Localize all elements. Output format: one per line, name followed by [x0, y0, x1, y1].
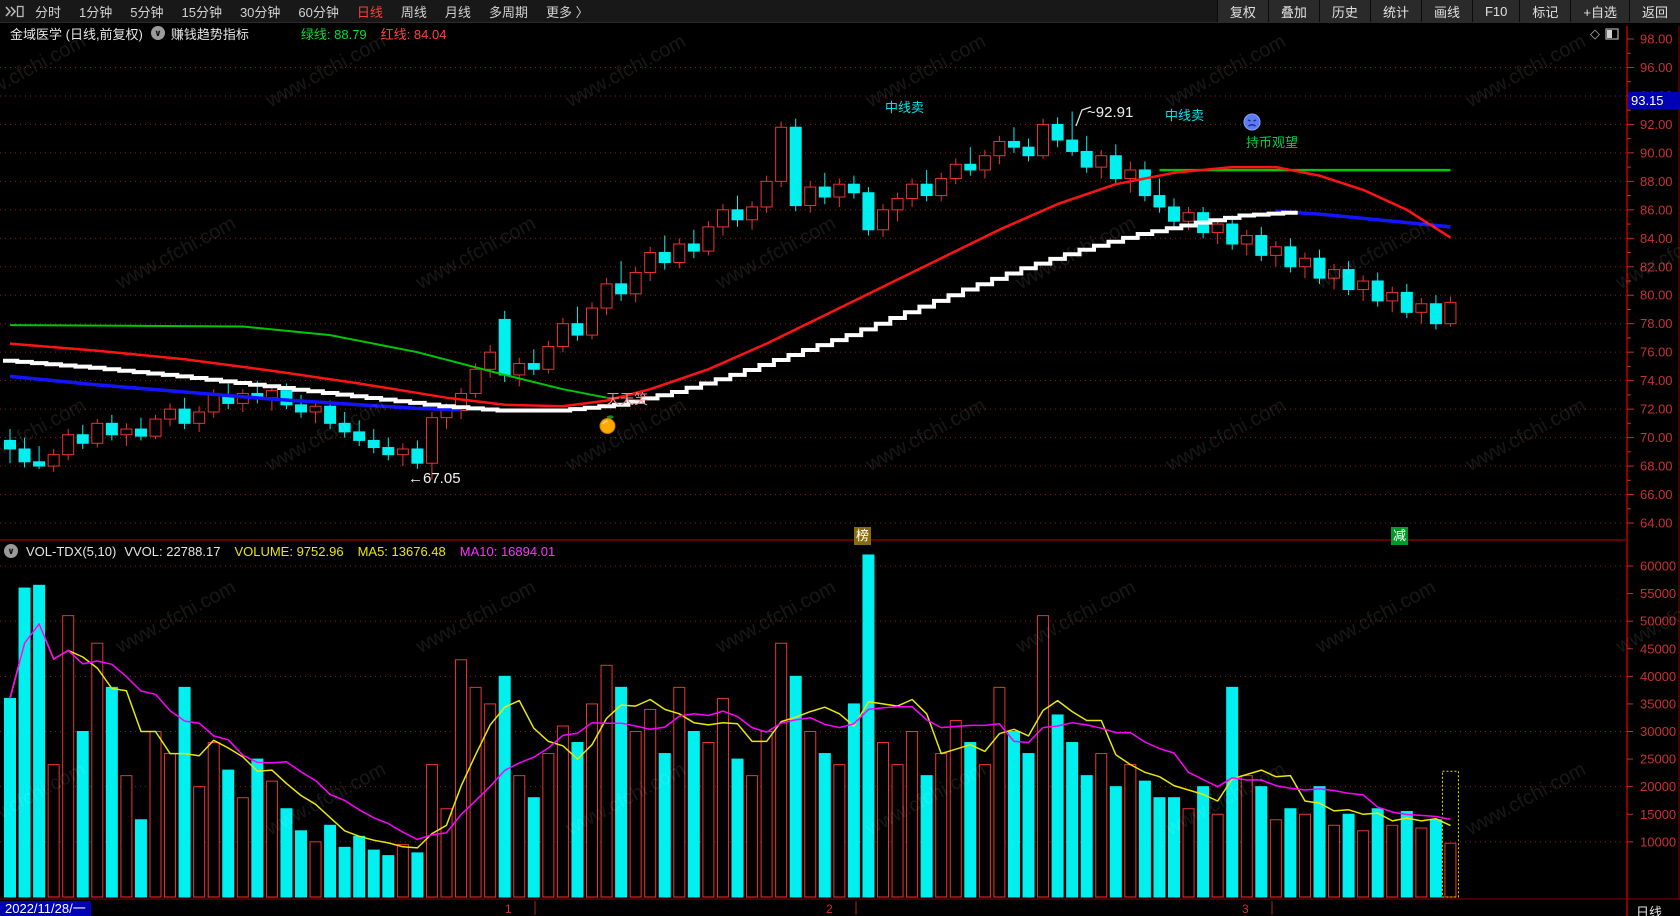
period-menu-item-3[interactable]: 5分钟	[130, 4, 164, 20]
svg-text:90.00: 90.00	[1640, 145, 1673, 160]
svg-text:96.00: 96.00	[1640, 60, 1673, 75]
svg-text:25000: 25000	[1640, 752, 1676, 767]
svg-text:86.00: 86.00	[1640, 202, 1673, 217]
period-menu-item-6[interactable]: 60分钟	[298, 4, 339, 20]
period-menu-item-4[interactable]: 15分钟	[181, 4, 222, 20]
svg-text:92.00: 92.00	[1640, 117, 1673, 132]
svg-text:72.00: 72.00	[1640, 402, 1673, 417]
svg-text:80.00: 80.00	[1640, 288, 1673, 303]
first-bar-date-badge: 2022/11/28/一	[0, 901, 91, 916]
indicator-dropdown-icon[interactable]: ∨	[150, 26, 165, 40]
month-marker-3: 3	[1242, 902, 1249, 916]
price-axis-badge: 93.15	[1628, 92, 1680, 109]
svg-text:78.00: 78.00	[1640, 316, 1673, 331]
period-menu-item-2[interactable]: 1分钟	[79, 4, 113, 20]
period-label: 日线	[1636, 905, 1663, 916]
period-menu: 分时 1分钟 5分钟 15分钟 30分钟 60分钟 日线 周线 月线 多周期 更多 〉	[26, 2, 598, 21]
volume-value: VOLUME: 9752.96	[234, 543, 344, 559]
volume-ma5-value: MA5: 13676.48	[357, 543, 446, 559]
svg-text:66.00: 66.00	[1640, 487, 1673, 502]
svg-text:15000: 15000	[1640, 807, 1676, 822]
toolbar-button-4[interactable]: 统计	[1369, 0, 1421, 22]
bottom-date-bar: 2022/11/28/一 1 2 3 日线	[0, 900, 1680, 916]
svg-text:35000: 35000	[1640, 696, 1676, 711]
toolbar-button-1[interactable]: 复权	[1216, 0, 1268, 22]
toolbar-button-5[interactable]: 画线	[1420, 0, 1472, 22]
svg-text:30000: 30000	[1640, 724, 1676, 739]
mid-line-sell-signal-2: 中线卖	[1165, 108, 1205, 123]
svg-text:55000: 55000	[1640, 586, 1676, 601]
sad-face-icon	[1243, 113, 1261, 136]
period-menu-item-11[interactable]: 更多 〉	[545, 4, 589, 20]
high-price-label: ~92.91	[1087, 104, 1134, 121]
volume-indicator-dropdown-icon[interactable]: ∨	[4, 544, 18, 558]
svg-text:68.00: 68.00	[1640, 459, 1673, 474]
svg-text:74.00: 74.00	[1640, 373, 1673, 388]
toolbar-button-2[interactable]: 叠加	[1267, 0, 1319, 22]
svg-text:50000: 50000	[1640, 614, 1676, 629]
toolbar-button-6[interactable]: F10	[1471, 0, 1520, 22]
axis-corner-icons: ◇	[1590, 26, 1619, 42]
toolbar-button-3[interactable]: 历史	[1318, 0, 1370, 22]
svg-text:60000: 60000	[1640, 559, 1676, 574]
svg-text:45000: 45000	[1640, 641, 1676, 656]
split-panel-icon[interactable]	[1605, 28, 1619, 40]
toolbar-button-7[interactable]: 标记	[1519, 0, 1571, 22]
month-marker-2: 2	[826, 902, 833, 916]
collapse-panel-icon[interactable]	[4, 5, 24, 18]
vvol-value: VVOL: 22788.17	[124, 543, 221, 559]
period-menu-item-5[interactable]: 30分钟	[239, 4, 281, 20]
orange-fruit-icon	[598, 414, 617, 440]
indicator-name[interactable]: 赚钱趋势指标	[170, 26, 249, 42]
info-bar: 金域医学 (日线,前复权) ∨ 赚钱趋势指标 绿线: 88.79 红线: 84.…	[0, 22, 1680, 44]
period-menu-item-1[interactable]: 分时	[35, 4, 62, 20]
toolbar-button-9[interactable]: 返回	[1628, 0, 1680, 22]
event-marker-jian[interactable]: 减	[1391, 527, 1408, 545]
low-price-label: ←67.05	[408, 470, 461, 487]
daily-smile-label: 天天笑	[606, 391, 648, 407]
period-menu-item-9[interactable]: 月线	[444, 4, 471, 20]
volume-indicator-title[interactable]: VOL-TDX(5,10)	[26, 543, 117, 559]
green-line-value: 绿线: 88.79	[300, 26, 367, 42]
top-menu-bar: 分时 1分钟 5分钟 15分钟 30分钟 60分钟 日线 周线 月线 多周期 更多 〉 复权 叠加 历史…	[0, 0, 1680, 23]
period-menu-item-8[interactable]: 周线	[400, 4, 427, 20]
symbol-title: 金域医学 (日线,前复权)	[10, 26, 143, 42]
svg-text:88.00: 88.00	[1640, 174, 1673, 189]
toolbar-buttons: 复权 叠加 历史 统计 画线 F10 标记 +自选 返回	[1216, 0, 1680, 22]
month-marker-1: 1	[505, 902, 512, 916]
svg-text:20000: 20000	[1640, 779, 1676, 794]
red-line-value: 红线: 84.04	[380, 26, 447, 42]
toolbar-button-8[interactable]: +自选	[1570, 0, 1629, 22]
svg-text:70.00: 70.00	[1640, 430, 1673, 445]
svg-text:76.00: 76.00	[1640, 345, 1673, 360]
svg-text:82.00: 82.00	[1640, 259, 1673, 274]
period-menu-item-7[interactable]: 日线	[356, 4, 383, 20]
volume-ma10-value: MA10: 16894.01	[459, 543, 556, 559]
volume-pane-header: ∨ VOL-TDX(5,10) VVOL: 22788.17 VOLUME: 9…	[4, 543, 555, 559]
diamond-icon[interactable]: ◇	[1590, 26, 1600, 41]
svg-text:10000: 10000	[1640, 834, 1676, 849]
mid-line-sell-signal-1: 中线卖	[885, 100, 925, 115]
svg-text:98.00: 98.00	[1640, 32, 1673, 47]
svg-text:64.00: 64.00	[1640, 515, 1673, 530]
svg-text:40000: 40000	[1640, 669, 1676, 684]
hold-cash-label: 持币观望	[1246, 135, 1299, 150]
period-menu-item-10[interactable]: 多周期	[488, 4, 528, 20]
event-marker-bang[interactable]: 榜	[854, 527, 871, 545]
svg-text:84.00: 84.00	[1640, 231, 1673, 246]
